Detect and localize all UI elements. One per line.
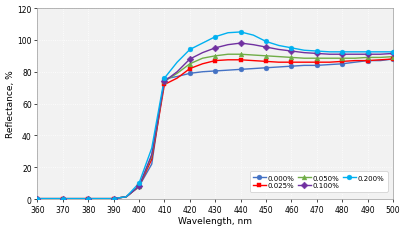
0.200% [238,31,243,34]
0.050% [35,197,40,200]
0.000% [263,67,268,70]
0.000% [339,63,344,66]
0.100% [85,197,90,200]
0.200% [390,51,394,54]
0.200% [212,36,217,39]
0.200% [288,47,293,50]
0.050% [314,58,319,60]
0.025% [35,197,40,200]
0.025% [162,84,166,86]
0.025% [60,197,65,200]
0.050% [85,197,90,200]
0.025% [111,197,116,200]
0.025% [187,68,192,71]
0.100% [339,54,344,56]
0.050% [238,54,243,56]
0.025% [390,58,394,61]
0.000% [35,197,40,200]
Line: 0.025%: 0.025% [35,57,394,201]
0.100% [162,81,166,83]
0.000% [162,78,166,81]
0.200% [263,41,268,44]
0.000% [136,185,141,188]
0.050% [212,55,217,58]
0.025% [288,61,293,64]
0.050% [364,57,369,60]
0.200% [85,197,90,200]
0.000% [187,73,192,75]
0.025% [85,197,90,200]
0.000% [364,60,369,63]
0.100% [187,58,192,61]
0.200% [111,197,116,200]
0.025% [136,185,141,188]
0.200% [60,197,65,200]
0.200% [339,51,344,54]
0.100% [136,185,141,188]
0.200% [35,197,40,200]
0.100% [314,53,319,56]
0.000% [60,197,65,200]
0.100% [288,50,293,53]
0.000% [238,69,243,71]
0.025% [212,60,217,63]
0.200% [136,182,141,185]
0.050% [136,185,141,188]
0.200% [187,49,192,52]
0.050% [111,197,116,200]
0.200% [162,77,166,80]
0.025% [314,61,319,64]
0.025% [238,59,243,62]
0.200% [314,50,319,53]
0.100% [212,47,217,50]
0.050% [187,63,192,66]
0.000% [111,197,116,200]
0.100% [390,53,394,56]
0.050% [263,55,268,58]
0.025% [263,61,268,64]
Line: 0.050%: 0.050% [35,53,394,201]
0.050% [162,81,166,83]
0.025% [364,60,369,63]
Y-axis label: Reflectance, %: Reflectance, % [6,70,15,138]
0.100% [60,197,65,200]
0.000% [288,66,293,68]
0.050% [339,58,344,60]
0.000% [212,70,217,73]
0.000% [85,197,90,200]
Line: 0.200%: 0.200% [35,30,394,201]
0.050% [390,56,394,59]
0.025% [339,61,344,64]
0.100% [263,46,268,49]
Line: 0.100%: 0.100% [35,42,394,201]
0.000% [390,58,394,61]
0.100% [364,54,369,56]
Line: 0.000%: 0.000% [35,57,394,201]
0.000% [314,65,319,67]
0.050% [288,57,293,60]
0.200% [364,51,369,54]
0.050% [60,197,65,200]
Legend: 0.000%, 0.025%, 0.050%, 0.100%, 0.200%: 0.000%, 0.025%, 0.050%, 0.100%, 0.200% [249,171,387,192]
0.100% [35,197,40,200]
0.100% [111,197,116,200]
X-axis label: Wavelength, nm: Wavelength, nm [178,216,252,225]
0.100% [238,43,243,45]
